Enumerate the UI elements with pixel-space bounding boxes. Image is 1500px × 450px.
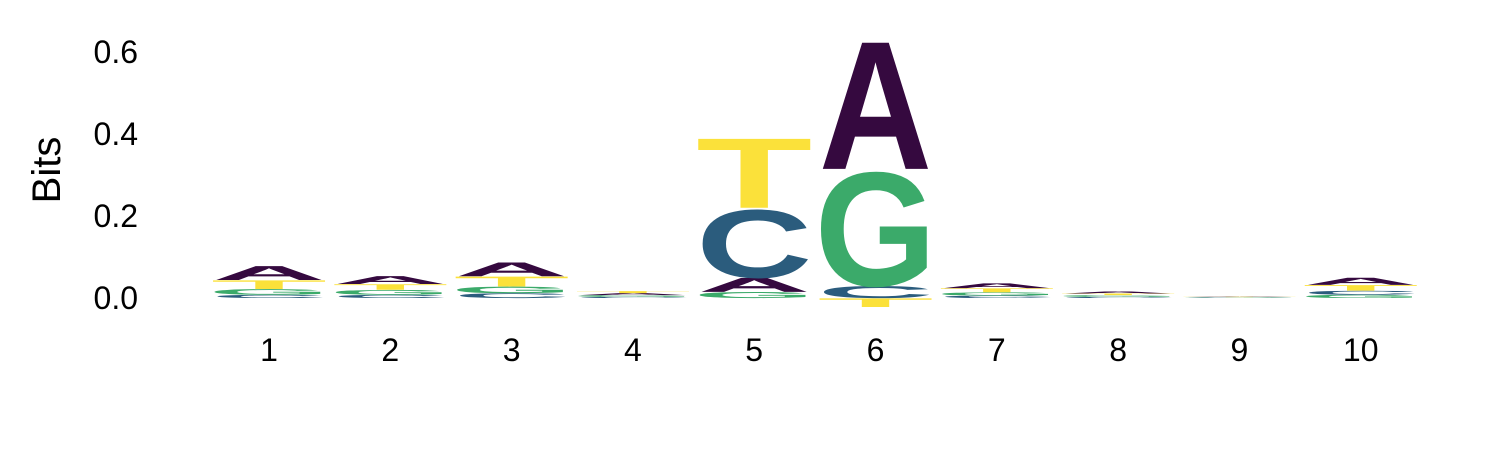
logo-letter-g: G bbox=[451, 285, 573, 295]
logo-letter-c: C bbox=[817, 283, 933, 302]
logo-letter-a: A bbox=[455, 258, 568, 280]
logo-letter-g: G bbox=[1057, 295, 1179, 298]
y-tick-label: 0.6 bbox=[94, 34, 138, 70]
logo-letter-a: A bbox=[1061, 291, 1174, 294]
logo-letter-t: T bbox=[696, 117, 812, 229]
y-tick-label: 0.0 bbox=[94, 280, 138, 316]
logo-letter-a: A bbox=[940, 282, 1053, 290]
logo-letter-g: G bbox=[693, 290, 815, 300]
x-tick-label: 6 bbox=[867, 332, 885, 368]
x-tick-label: 9 bbox=[1231, 332, 1249, 368]
logo-letter-t: T bbox=[1060, 293, 1176, 296]
y-axis-title: Bits bbox=[25, 137, 69, 204]
x-tick-labels: 1 2 3 4 5 6 7 8 9 10 bbox=[260, 332, 1378, 368]
logo-letter-c: C bbox=[939, 295, 1055, 299]
y-tick-labels: 0.0 0.2 0.4 0.6 bbox=[94, 34, 138, 316]
logo-letter-g: G bbox=[1300, 294, 1422, 299]
y-tick-label: 0.4 bbox=[94, 116, 138, 152]
logo-letter-g: G bbox=[1178, 297, 1300, 298]
y-tick-label: 0.2 bbox=[94, 198, 138, 234]
logo-letter-g: G bbox=[815, 138, 937, 321]
logo-letter-a: A bbox=[1304, 276, 1417, 288]
logo-letter-c: C bbox=[575, 296, 691, 298]
logo-letter-c: C bbox=[696, 190, 812, 298]
x-tick-label: 10 bbox=[1343, 332, 1379, 368]
logo-letter-c: C bbox=[1060, 296, 1176, 298]
logo-letter-c: C bbox=[453, 292, 569, 300]
logo-letter-t: T bbox=[939, 287, 1055, 293]
logo-letter-c: C bbox=[1303, 290, 1419, 296]
logo-letter-g: G bbox=[329, 289, 451, 297]
logo-letter-t: T bbox=[817, 296, 933, 310]
x-tick-label: 4 bbox=[624, 332, 642, 368]
x-tick-label: 8 bbox=[1109, 332, 1127, 368]
logo-letter-t: T bbox=[454, 274, 570, 290]
x-tick-label: 2 bbox=[381, 332, 399, 368]
logo-letter-a: A bbox=[1183, 296, 1296, 297]
logo-letter-a: A bbox=[698, 274, 811, 296]
logo-letter-a: A bbox=[819, 4, 932, 208]
logo-letter-g: G bbox=[208, 287, 330, 296]
x-tick-label: 7 bbox=[988, 332, 1006, 368]
logo-letter-c: C bbox=[332, 294, 448, 299]
logo-letter-a: A bbox=[334, 274, 447, 287]
logo-letter-t: T bbox=[332, 283, 448, 292]
logo-letter-t: T bbox=[575, 291, 691, 294]
logo-letter-c: C bbox=[211, 294, 327, 299]
x-tick-label: 3 bbox=[503, 332, 521, 368]
logo-letter-t: T bbox=[1303, 283, 1419, 292]
x-tick-label: 1 bbox=[260, 332, 278, 368]
logo-letter-g: G bbox=[572, 295, 694, 298]
logo-letter-t: T bbox=[1181, 297, 1297, 298]
logo-letter-c: C bbox=[1181, 297, 1297, 298]
logo-letter-a: A bbox=[576, 293, 689, 296]
logo-letter-g: G bbox=[936, 291, 1058, 296]
x-tick-label: 5 bbox=[745, 332, 763, 368]
logo-letter-a: A bbox=[212, 262, 325, 284]
logo-letter-t: T bbox=[211, 278, 327, 292]
